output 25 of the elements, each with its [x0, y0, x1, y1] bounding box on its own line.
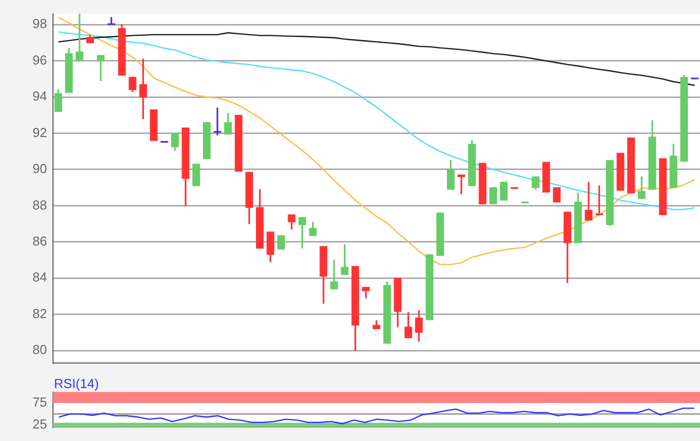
- y-tick-label: 25: [32, 416, 47, 432]
- candlestick: [277, 235, 285, 250]
- y-tick-label: 96: [32, 52, 47, 68]
- y-tick-label: 90: [32, 161, 47, 176]
- candlestick: [659, 158, 667, 216]
- candlestick: [150, 109, 158, 141]
- y-tick-label: 80: [32, 342, 47, 358]
- y-tick-label: 86: [32, 233, 47, 248]
- y-tick-label: 92: [32, 124, 47, 140]
- y-tick-label: 82: [32, 306, 47, 321]
- y-tick-label: 98: [32, 16, 47, 32]
- y-tick-label: 88: [32, 197, 47, 212]
- candlestick: [542, 162, 550, 192]
- y-tick-label: 94: [32, 88, 47, 104]
- candlestick: [234, 114, 242, 172]
- candlestick: [627, 137, 635, 194]
- candlestick: [426, 254, 434, 320]
- candlestick: [202, 122, 211, 159]
- candlestick: [436, 212, 444, 256]
- candlestick: [192, 164, 200, 186]
- candlestick: [478, 162, 486, 204]
- candlestick: [616, 152, 624, 191]
- y-tick-label: 75: [32, 394, 47, 410]
- chart-title: RSI(14): [54, 376, 99, 392]
- y-tick-label: 84: [32, 270, 47, 285]
